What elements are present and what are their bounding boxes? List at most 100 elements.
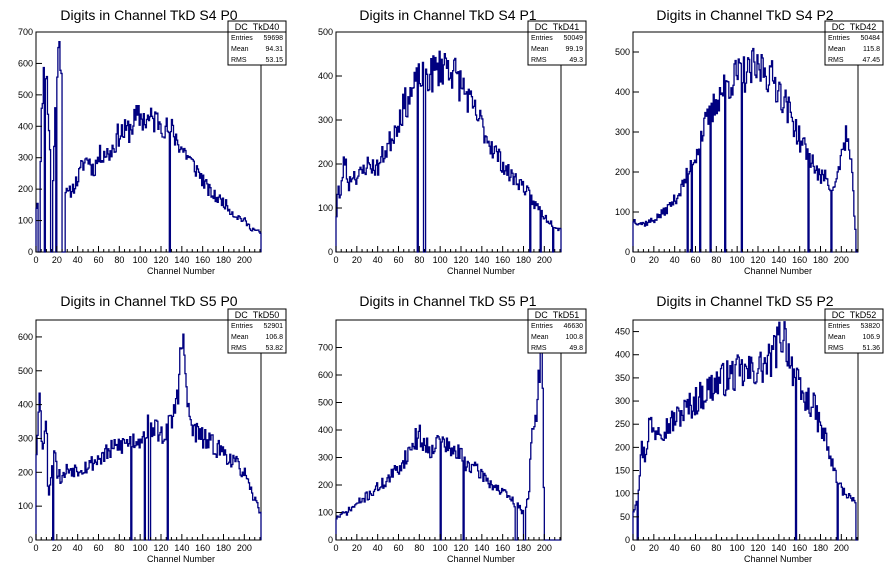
x-tick-label: 20 (352, 543, 362, 553)
stats-box: DC_TkD42 Entries 50484 Mean 115.8 RMS 47.45 (824, 20, 884, 66)
stats-row-value: 100.8 (565, 334, 583, 341)
x-tick-label: 0 (33, 255, 38, 265)
x-tick-label: 100 (433, 543, 448, 553)
x-tick-label: 140 (771, 543, 786, 553)
x-tick-label: 160 (792, 543, 807, 553)
y-tick-label: 100 (615, 489, 630, 499)
y-tick-label: 600 (18, 332, 33, 342)
stats-row-label: Entries (531, 323, 553, 330)
stats-row-value: 106.9 (862, 334, 880, 341)
x-tick-label: 80 (114, 543, 124, 553)
stats-box-frame (824, 20, 884, 66)
x-tick-label: 160 (792, 255, 807, 265)
x-tick-label: 20 (649, 543, 659, 553)
x-axis-label: Channel Number (447, 554, 515, 564)
histogram-series (335, 50, 562, 253)
x-tick-label: 180 (516, 543, 531, 553)
y-tick-label: 200 (318, 480, 333, 490)
x-tick-label: 200 (834, 543, 849, 553)
y-tick-label: 200 (18, 467, 33, 477)
x-tick-label: 80 (414, 255, 424, 265)
x-axis-label: Channel Number (744, 554, 812, 564)
y-tick-label: 700 (318, 343, 333, 353)
x-tick-label: 60 (690, 255, 700, 265)
stats-row-value: 50484 (861, 35, 881, 42)
stats-title: DC_TkD51 (535, 310, 580, 320)
stats-row-label: Mean (231, 46, 249, 53)
chart-title: Digits in Channel TkD S4 P1 (359, 7, 536, 23)
stats-row-label: Entries (231, 323, 253, 330)
stats-row-label: RMS (828, 57, 844, 64)
x-tick-label: 120 (453, 543, 468, 553)
x-tick-label: 60 (690, 543, 700, 553)
x-tick-label: 100 (133, 255, 148, 265)
y-tick-label: 100 (318, 203, 333, 213)
x-tick-label: 100 (730, 543, 745, 553)
histogram-pad-5: Digits in Channel TkD S5 P2 0 20 40 60 80 100 1… (615, 293, 884, 564)
chart-title: Digits in Channel TkD S4 P2 (656, 7, 833, 23)
x-tick-label: 120 (453, 255, 468, 265)
x-tick-label: 80 (414, 543, 424, 553)
x-tick-label: 140 (174, 543, 189, 553)
x-tick-label: 0 (333, 255, 338, 265)
y-tick-label: 150 (615, 466, 630, 476)
x-tick-label: 100 (730, 255, 745, 265)
stats-title: DC_TkD42 (832, 22, 877, 32)
stats-box-frame (527, 308, 587, 354)
y-tick-label: 400 (318, 71, 333, 81)
x-tick-label: 180 (813, 543, 828, 553)
stats-row-label: Entries (231, 35, 253, 42)
histogram-series (35, 41, 262, 253)
x-tick-label: 200 (237, 543, 252, 553)
stats-box-frame (227, 308, 287, 354)
x-tick-label: 0 (630, 255, 635, 265)
x-tick-label: 60 (93, 255, 103, 265)
y-tick-label: 100 (18, 216, 33, 226)
x-tick-label: 120 (153, 255, 168, 265)
stats-row-value: 53.82 (265, 345, 283, 352)
y-tick-label: 200 (615, 442, 630, 452)
stats-title: DC_TkD50 (235, 310, 280, 320)
stats-box: DC_TkD51 Entries 46630 Mean 100.8 RMS 49.8 (527, 308, 587, 354)
x-tick-label: 40 (373, 255, 383, 265)
histogram-pad-2: Digits in Channel TkD S4 P2 0 20 40 60 80 100 1… (615, 7, 884, 276)
y-tick-label: 50 (620, 512, 630, 522)
histogram-series (632, 321, 858, 541)
stats-row-value: 99.19 (565, 46, 583, 53)
y-tick-label: 500 (18, 90, 33, 100)
x-tick-label: 180 (216, 255, 231, 265)
x-tick-label: 40 (670, 543, 680, 553)
x-tick-label: 160 (195, 255, 210, 265)
stats-box: DC_TkD52 Entries 53820 Mean 106.9 RMS 51.36 (824, 308, 884, 354)
stats-row-value: 115.8 (863, 46, 880, 53)
y-tick-label: 100 (18, 501, 33, 511)
x-tick-label: 60 (93, 543, 103, 553)
y-tick-label: 0 (328, 535, 333, 545)
y-tick-label: 500 (615, 47, 630, 57)
y-tick-label: 300 (318, 115, 333, 125)
stats-row-label: RMS (231, 57, 247, 64)
y-tick-label: 200 (18, 184, 33, 194)
y-tick-label: 500 (318, 27, 333, 37)
y-tick-label: 400 (18, 400, 33, 410)
y-tick-label: 0 (28, 247, 33, 257)
x-tick-label: 20 (649, 255, 659, 265)
stats-row-label: RMS (828, 345, 844, 352)
x-tick-label: 100 (133, 543, 148, 553)
x-tick-label: 120 (153, 543, 168, 553)
y-tick-label: 300 (18, 433, 33, 443)
x-tick-label: 120 (750, 255, 765, 265)
y-tick-label: 0 (328, 247, 333, 257)
stats-box: DC_TkD41 Entries 50049 Mean 99.19 RMS 49.3 (527, 20, 587, 66)
y-tick-label: 350 (615, 373, 630, 383)
x-tick-label: 60 (393, 543, 403, 553)
x-tick-label: 40 (73, 255, 83, 265)
stats-box-frame (824, 308, 884, 354)
y-tick-label: 0 (625, 247, 630, 257)
x-tick-label: 180 (516, 255, 531, 265)
y-tick-label: 300 (615, 396, 630, 406)
x-tick-label: 140 (474, 543, 489, 553)
plot-frame (632, 31, 859, 253)
